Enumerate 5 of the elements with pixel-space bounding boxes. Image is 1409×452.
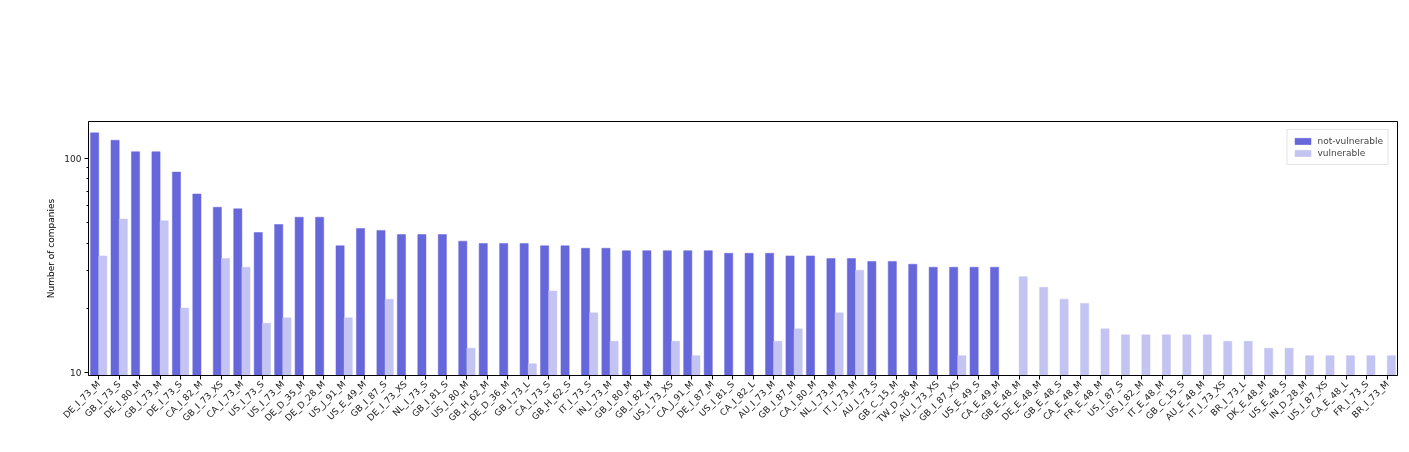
y-tick-label: 100 (64, 153, 82, 164)
legend-label: not-vulnerable (1317, 135, 1383, 147)
y-tick-label: 10 (70, 368, 82, 379)
legend-label: vulnerable (1317, 147, 1366, 159)
y-axis-title: Number of companies (46, 198, 57, 299)
